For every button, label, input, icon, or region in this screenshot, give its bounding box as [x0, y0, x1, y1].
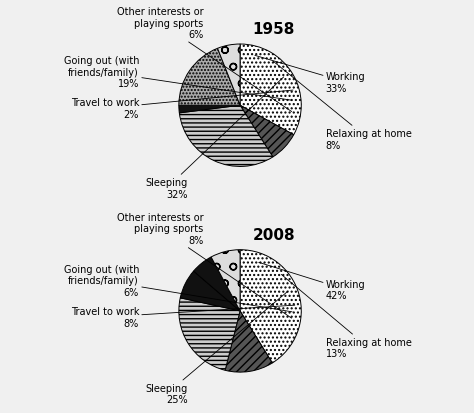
Text: 2008: 2008 [253, 227, 295, 242]
Wedge shape [179, 106, 273, 167]
Text: Relaxing at home
8%: Relaxing at home 8% [273, 62, 411, 150]
Text: Going out (with
friends/family)
19%: Going out (with friends/family) 19% [64, 56, 292, 101]
Wedge shape [179, 106, 240, 114]
Wedge shape [179, 298, 240, 370]
Wedge shape [211, 250, 240, 311]
Wedge shape [180, 271, 240, 311]
Text: Relaxing at home
13%: Relaxing at home 13% [282, 275, 411, 358]
Wedge shape [240, 250, 301, 363]
Text: Travel to work
2%: Travel to work 2% [71, 91, 293, 120]
Wedge shape [240, 45, 301, 135]
Text: Working
33%: Working 33% [255, 56, 365, 93]
Text: Other interests or
playing sports
8%: Other interests or playing sports 8% [117, 212, 292, 318]
Text: Travel to work
8%: Travel to work 8% [71, 306, 295, 328]
Wedge shape [225, 311, 272, 372]
Wedge shape [240, 106, 294, 157]
Wedge shape [218, 45, 240, 106]
Text: Sleeping
25%: Sleeping 25% [146, 291, 288, 404]
Text: Working
42%: Working 42% [259, 263, 365, 301]
Wedge shape [179, 49, 240, 106]
Wedge shape [193, 257, 240, 311]
Text: 1958: 1958 [253, 22, 295, 37]
Text: Other interests or
playing sports
6%: Other interests or playing sports 6% [117, 7, 292, 112]
Text: Sleeping
32%: Sleeping 32% [146, 78, 284, 199]
Text: Going out (with
friends/family)
6%: Going out (with friends/family) 6% [64, 264, 292, 312]
